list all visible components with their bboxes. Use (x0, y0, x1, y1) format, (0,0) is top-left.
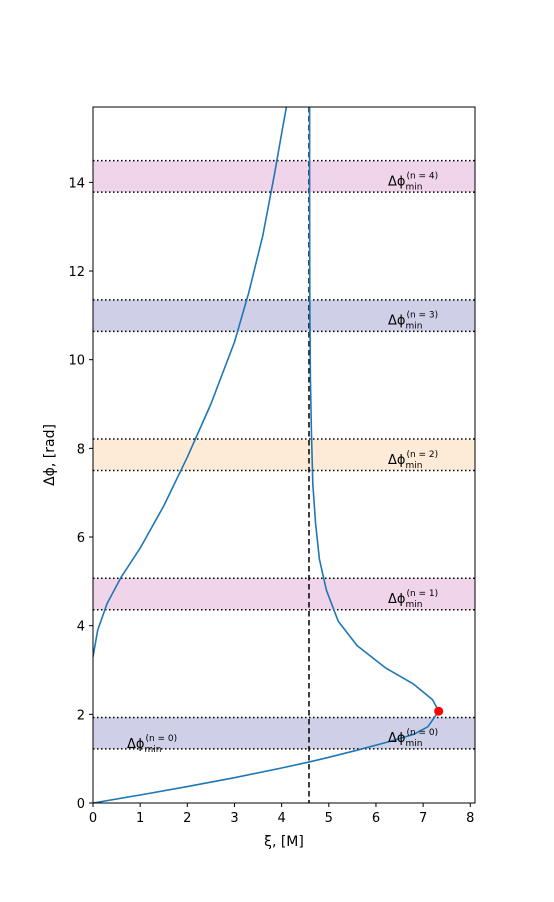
x-tick-label: 4 (278, 811, 286, 826)
x-axis-ticks: 0 1 2 3 4 5 6 7 8 (89, 803, 474, 826)
band-3-label: Δϕmin(n = 3) (388, 311, 438, 332)
x-axis-label: ξ, [M] (264, 834, 304, 850)
y-tick-label: 8 (77, 442, 85, 457)
y-tick-label: 2 (77, 708, 85, 723)
y-tick-label: 12 (68, 265, 85, 280)
x-tick-label: 0 (89, 811, 97, 826)
x-tick-label: 1 (136, 811, 144, 826)
band-4-label: Δϕmin(n = 4) (388, 171, 438, 192)
x-tick-label: 2 (183, 811, 191, 826)
x-tick-label: 7 (419, 811, 427, 826)
band-3 (93, 299, 475, 332)
y-tick-label: 14 (68, 176, 85, 191)
y-tick-label: 0 (77, 797, 85, 812)
band-0-label: Δϕmin(n = 0) (388, 728, 438, 749)
x-tick-label: 3 (230, 811, 238, 826)
y-axis-label: Δϕ, [rad] (42, 424, 58, 486)
series-0-line (93, 107, 440, 803)
curves-layer (93, 107, 440, 803)
marker-point (434, 706, 444, 716)
band-4 (93, 160, 475, 193)
y-axis-ticks: 0 2 4 6 8 10 12 14 (68, 176, 93, 812)
band-0 (93, 717, 475, 749)
x-tick-label: 5 (325, 811, 333, 826)
y-tick-label: 6 (77, 531, 85, 546)
plot-frame (92, 106, 476, 804)
series-1-line (93, 107, 288, 657)
x-tick-label: 6 (372, 811, 380, 826)
band-2 (93, 439, 475, 471)
y-tick-label: 10 (68, 354, 85, 369)
annotations-layer: Δϕmin(n = 0) Δϕmin(n = 1) Δϕmin(n = 2) Δϕmi… (127, 171, 444, 755)
bands-layer (93, 159, 475, 750)
band-1 (93, 578, 475, 610)
band-2-label: Δϕmin(n = 2) (388, 450, 438, 471)
y-tick-label: 4 (77, 620, 85, 635)
band-1-label: Δϕmin(n = 1) (388, 589, 438, 610)
extra-band-label: Δϕmin(n = 0) (127, 734, 177, 755)
x-tick-label: 8 (466, 811, 474, 826)
